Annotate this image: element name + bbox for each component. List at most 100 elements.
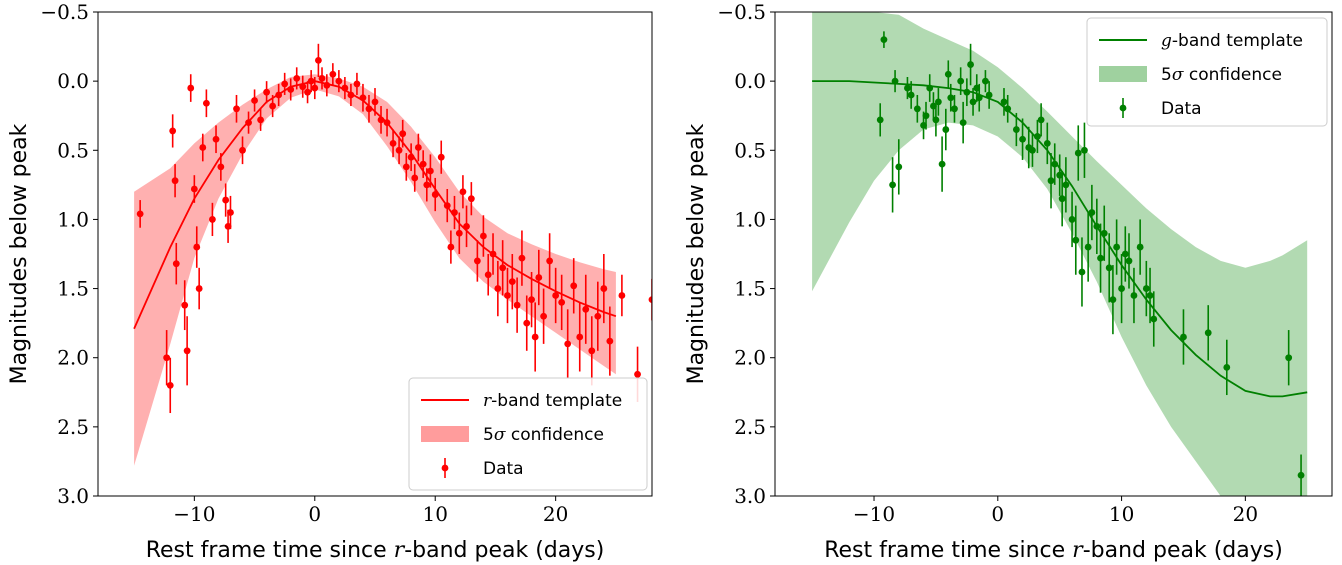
- data-marker: [263, 88, 271, 96]
- data-marker: [959, 119, 967, 127]
- data-point: [1100, 205, 1108, 261]
- data-marker: [942, 126, 950, 133]
- data-marker: [876, 116, 884, 124]
- data-point: [311, 76, 319, 100]
- data-marker: [634, 370, 641, 378]
- y-tick-label: 0.5: [57, 138, 89, 162]
- data-point: [588, 316, 596, 386]
- data-marker: [407, 153, 415, 161]
- data-point: [504, 267, 511, 324]
- data-point: [944, 60, 952, 89]
- data-marker: [341, 84, 349, 92]
- data-marker: [975, 94, 983, 102]
- data-marker: [318, 74, 326, 82]
- data-marker: [414, 144, 422, 151]
- data-marker: [281, 80, 289, 88]
- data-point: [257, 108, 264, 131]
- data-point: [1204, 305, 1212, 361]
- data-marker: [245, 119, 252, 127]
- data-marker: [365, 105, 373, 113]
- data-point: [1093, 198, 1101, 254]
- data-point: [489, 233, 497, 275]
- data-point: [1058, 171, 1066, 227]
- data-point: [1285, 330, 1293, 386]
- x-axis-label: Rest frame time since r-band peak (days): [824, 538, 1283, 563]
- legend-template-label: g-band template: [1161, 31, 1303, 51]
- data-point: [399, 119, 407, 148]
- data-marker: [202, 99, 210, 107]
- data-point: [942, 108, 950, 151]
- x-tick-label: 0: [308, 502, 321, 526]
- data-marker: [1034, 133, 1041, 140]
- data-point: [1047, 153, 1055, 209]
- data-marker: [564, 340, 572, 348]
- y-tick-label: 1.0: [734, 207, 766, 231]
- data-point: [1051, 143, 1059, 185]
- legend-data-swatch: [1119, 98, 1127, 118]
- legend-data-swatch: [441, 458, 449, 478]
- data-marker: [187, 84, 195, 92]
- data-point: [523, 295, 531, 351]
- data-point: [414, 133, 422, 162]
- data-point: [926, 74, 934, 102]
- data-point: [193, 226, 201, 268]
- data-marker: [1297, 471, 1305, 479]
- data-marker: [136, 210, 144, 218]
- data-point: [353, 72, 361, 95]
- data-point: [212, 125, 220, 154]
- data-point: [985, 81, 993, 109]
- data-point: [513, 277, 521, 333]
- data-marker: [399, 130, 407, 138]
- legend-confidence-swatch: [421, 426, 469, 442]
- data-point: [1146, 267, 1154, 324]
- legend-marker: [441, 464, 449, 472]
- y-tick-label: 0.5: [734, 138, 766, 162]
- data-point: [423, 168, 431, 202]
- data-point: [1150, 291, 1158, 347]
- data-marker: [190, 185, 198, 193]
- data-point: [443, 189, 451, 223]
- data-points: [136, 43, 652, 414]
- data-marker: [558, 299, 566, 306]
- data-marker: [431, 191, 439, 198]
- data-point: [419, 150, 427, 178]
- data-marker: [907, 91, 915, 99]
- y-tick-label: 1.5: [734, 277, 766, 301]
- y-tick-label: 1.0: [57, 207, 89, 231]
- data-marker: [1113, 243, 1121, 251]
- data-marker: [329, 70, 337, 78]
- data-point: [275, 83, 283, 107]
- data-marker: [922, 112, 930, 120]
- data-point: [233, 94, 240, 123]
- data-marker: [1150, 315, 1158, 323]
- data-point: [451, 195, 458, 230]
- data-point: [222, 183, 230, 217]
- data-marker: [880, 36, 888, 44]
- data-marker: [314, 57, 322, 64]
- data-point: [606, 306, 614, 376]
- data-marker: [473, 257, 481, 265]
- y-tick-label: 3.0: [734, 484, 766, 508]
- data-marker: [552, 292, 560, 299]
- legend-box: [1086, 17, 1328, 127]
- data-point: [938, 136, 946, 192]
- data-point: [263, 81, 271, 104]
- data-marker: [212, 135, 220, 143]
- data-marker: [889, 181, 896, 189]
- data-marker: [1074, 149, 1082, 157]
- data-marker: [222, 196, 230, 204]
- legend-confidence-label: 5σ confidence: [483, 425, 604, 445]
- legend-marker: [1119, 104, 1127, 112]
- data-point: [293, 67, 301, 90]
- y-tick-label: 2.5: [57, 415, 89, 439]
- data-point: [594, 281, 602, 351]
- data-marker: [1285, 354, 1293, 362]
- data-marker: [618, 292, 626, 299]
- data-point: [287, 78, 295, 101]
- data-point: [1105, 233, 1113, 303]
- y-axis: −0.5 0.0 0.5 1.0 1.5 2.0 2.5 3.0: [40, 0, 98, 508]
- data-marker: [1125, 257, 1133, 265]
- data-marker: [1084, 243, 1092, 251]
- data-point: [459, 175, 467, 209]
- data-point: [528, 271, 535, 328]
